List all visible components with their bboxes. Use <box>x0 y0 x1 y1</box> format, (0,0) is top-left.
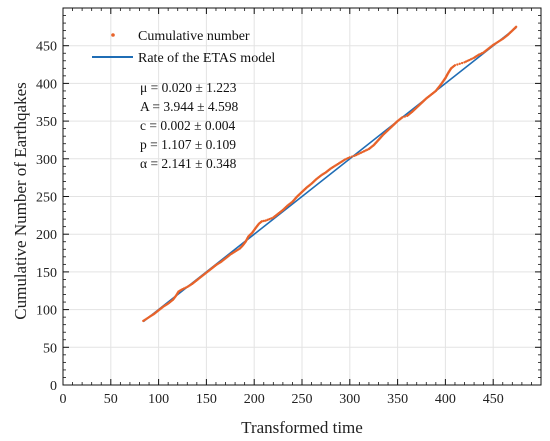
y-tick-label: 400 <box>36 77 57 92</box>
param-a: A = 3.944 ± 4.598 <box>140 99 239 114</box>
y-tick-label: 100 <box>36 304 57 319</box>
data-point <box>456 63 459 66</box>
y-tick-label: 450 <box>36 40 57 55</box>
data-point <box>262 219 265 223</box>
x-tick-label: 450 <box>483 392 504 407</box>
param-mu: μ = 0.020 ± 1.223 <box>140 80 237 95</box>
y-tick-label: 250 <box>36 191 57 206</box>
x-tick-label: 150 <box>196 392 217 407</box>
data-point <box>268 217 271 221</box>
axis-ticks <box>62 8 541 386</box>
y-axis-label: Cumulative Number of Earthqakes <box>11 82 30 319</box>
tick-labels: 0 50 100 150 200 250 300 350 400 450 0 50 100 150 200 2… <box>36 40 504 407</box>
y-tick-label: 50 <box>43 341 57 356</box>
y-tick-label: 200 <box>36 228 57 243</box>
x-tick-label: 200 <box>244 392 265 407</box>
data-point <box>458 62 461 65</box>
x-tick-label: 350 <box>387 392 408 407</box>
legend-marker-cumulative <box>111 33 115 37</box>
y-tick-label: 300 <box>36 153 57 168</box>
data-point <box>460 61 464 65</box>
cumulative-points-series <box>142 25 518 323</box>
data-point <box>264 219 267 222</box>
param-c: c = 0.002 ± 0.004 <box>140 118 236 133</box>
x-tick-label: 250 <box>292 392 313 407</box>
data-point <box>270 217 273 220</box>
data-point <box>260 220 264 223</box>
x-tick-label: 100 <box>148 392 169 407</box>
data-point <box>401 116 404 119</box>
data-point <box>350 155 354 158</box>
parameter-annotations: μ = 0.020 ± 1.223 A = 3.944 ± 4.598 c = … <box>140 80 239 171</box>
data-point <box>514 25 518 29</box>
legend-label-etas: Rate of the ETAS model <box>138 51 275 66</box>
legend-label-cumulative: Cumulative number <box>138 29 250 44</box>
data-point <box>348 156 351 159</box>
y-tick-label: 150 <box>36 266 57 281</box>
x-tick-label: 50 <box>104 392 118 407</box>
x-axis-label: Transformed time <box>241 418 363 437</box>
x-tick-label: 0 <box>60 392 67 407</box>
param-alpha: α = 2.141 ± 0.348 <box>140 156 237 171</box>
data-point <box>403 115 406 118</box>
x-tick-label: 300 <box>339 392 360 407</box>
x-tick-label: 400 <box>435 392 456 407</box>
param-p: p = 1.107 ± 0.109 <box>140 137 236 152</box>
data-point <box>453 64 457 67</box>
y-tick-label: 350 <box>36 115 57 130</box>
y-tick-label: 0 <box>50 379 57 394</box>
data-point <box>266 218 269 222</box>
legend: Cumulative number Rate of the ETAS model <box>92 29 275 66</box>
